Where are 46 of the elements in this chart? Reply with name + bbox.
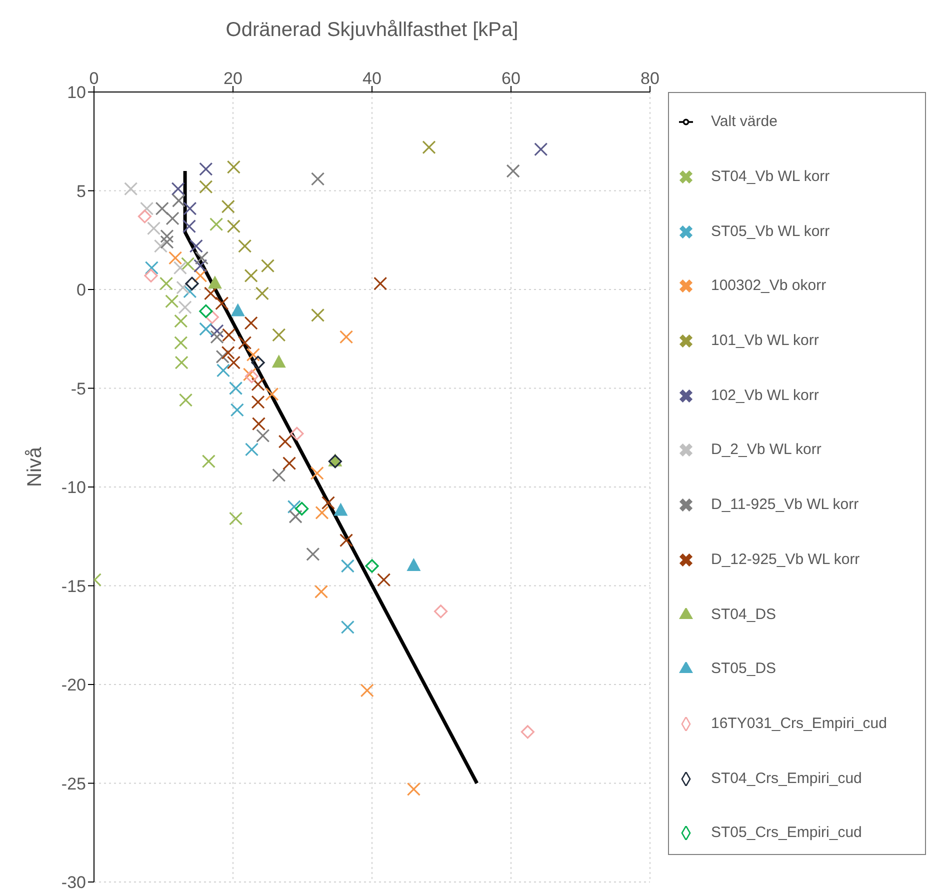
y-tick-label: 5	[76, 182, 86, 201]
x-tick-label: 60	[502, 69, 520, 88]
point	[520, 725, 534, 739]
legend-label: Valt värde	[711, 113, 778, 130]
point	[251, 356, 265, 370]
y-tick-label: -20	[61, 676, 86, 695]
point	[144, 268, 158, 282]
y-tick-label: 10	[67, 83, 86, 102]
legend-label: ST05_Crs_Empiri_cud	[711, 824, 862, 842]
point	[406, 558, 421, 571]
point	[230, 303, 245, 316]
point	[199, 304, 213, 318]
y-tick-label: -30	[61, 873, 86, 890]
point	[290, 426, 304, 440]
legend-label: 101_Vb WL korr	[711, 332, 819, 350]
legend-label: D_12-925_Vb WL korr	[711, 550, 860, 568]
x-axis-title: Odränerad Skjuvhållfasthet [kPa]	[226, 19, 518, 42]
point	[185, 276, 199, 290]
point	[272, 354, 286, 368]
x-tick-label: 80	[640, 69, 660, 88]
point	[334, 502, 348, 516]
x-tick-label: 20	[224, 69, 242, 88]
y-tick-label: 0	[76, 280, 86, 300]
legend-label: 102_Vb WL korr	[711, 386, 819, 404]
legend-label: ST04_Crs_Empiri_cud	[711, 770, 862, 787]
y-tick-label: -25	[61, 774, 86, 794]
point	[365, 559, 379, 573]
x-tick-label: 40	[362, 69, 382, 88]
y-tick-label: -10	[61, 478, 86, 498]
legend-label: ST04_Vb WL korr	[711, 168, 830, 186]
y-tick-label: -5	[70, 379, 86, 398]
legend-label: 100302_Vb okorr	[711, 277, 826, 294]
point	[208, 276, 222, 289]
legend-label: ST05_Vb WL korr	[711, 222, 830, 240]
legend-label: ST05_DS	[711, 660, 776, 678]
legend-label: ST04_DS	[711, 606, 776, 623]
point	[295, 502, 309, 516]
legend-label: D_2_Vb WL korr	[711, 441, 822, 458]
point	[244, 370, 259, 384]
legend-label: D_11-925_Vb WL korr	[711, 496, 859, 514]
point	[434, 604, 448, 618]
x-tick-label: 0	[89, 69, 99, 88]
point	[138, 210, 152, 224]
y-tick-label: -15	[61, 576, 86, 596]
y-axis-title: Nivå	[24, 446, 46, 487]
legend-label: 16TY031_Crs_Empiri_cud	[711, 714, 887, 732]
